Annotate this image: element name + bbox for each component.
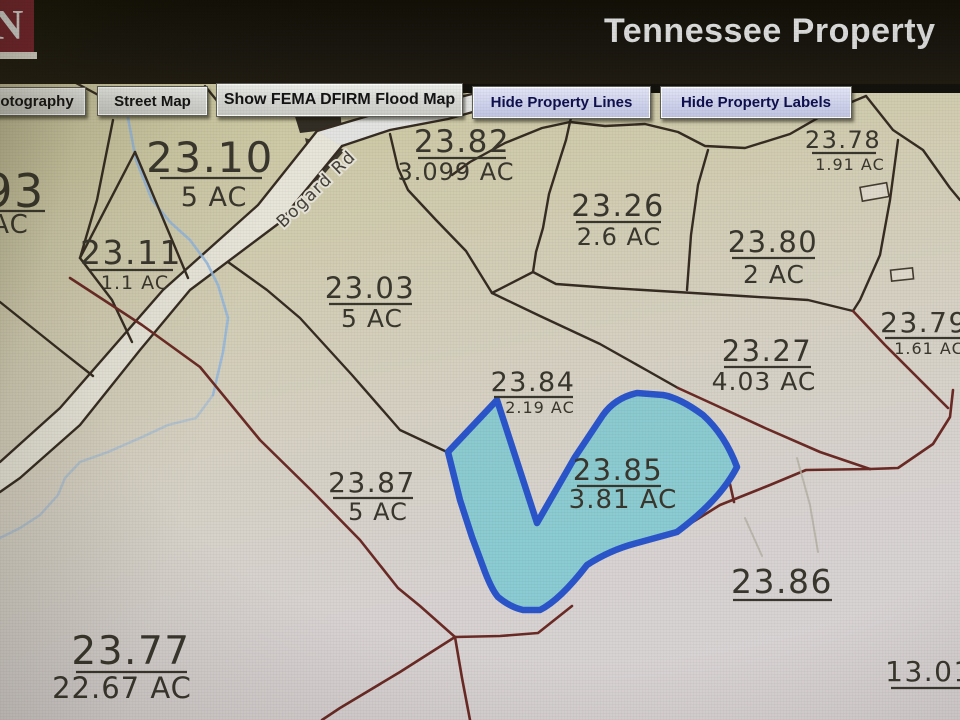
parcel-id: 23.10 bbox=[146, 133, 274, 182]
parcel-id: 23.11 bbox=[80, 233, 182, 272]
driveway-lines bbox=[744, 457, 819, 557]
highlighted-parcel-23-85[interactable] bbox=[444, 389, 741, 614]
street-map-button[interactable]: Street Map bbox=[97, 86, 208, 116]
app-header bbox=[0, 0, 960, 84]
parcel-boundaries-maroon bbox=[68, 276, 955, 720]
parcel-label-93[interactable]: 93 AC bbox=[0, 164, 45, 240]
parcel-label-23-03[interactable]: 23.03 5 AC bbox=[325, 271, 416, 333]
parcel-id: 23.80 bbox=[728, 225, 819, 259]
parcel-acreage: 5 AC bbox=[348, 498, 408, 526]
parcel-id: 93 bbox=[0, 164, 45, 218]
parcel-label-23-77[interactable]: 23.77 22.67 AC bbox=[52, 629, 192, 705]
parcel-id: 23.03 bbox=[325, 271, 416, 305]
building-footprint bbox=[889, 266, 915, 282]
parcel-boundaries-dark bbox=[0, 81, 960, 454]
parcel-id: 23.78 bbox=[805, 126, 881, 154]
parcel-id: 13.01 bbox=[885, 655, 960, 688]
parcel-id: 23.77 bbox=[71, 629, 190, 674]
parcel-id: 23.86 bbox=[731, 562, 833, 601]
parcel-label-23-82[interactable]: 23.82 3.099 AC bbox=[397, 124, 514, 186]
parcel-label-23-79[interactable]: 23.79 1.61 AC bbox=[880, 306, 960, 358]
parcel-acreage: 1.91 AC bbox=[815, 155, 885, 174]
building-footprints bbox=[859, 181, 915, 282]
parcel-id: 23.27 bbox=[722, 334, 813, 368]
parcel-acreage: 3.099 AC bbox=[397, 158, 514, 186]
tn-logo-letter: N bbox=[0, 3, 24, 49]
hide-property-labels-button[interactable]: Hide Property Labels bbox=[660, 86, 852, 119]
parcel-id: 23.84 bbox=[491, 367, 576, 398]
parcel-id: 23.82 bbox=[414, 124, 510, 160]
parcel-acreage: 1.1 AC bbox=[101, 272, 169, 294]
app-title: Tennessee Property bbox=[604, 12, 936, 50]
parcel-acreage: 4.03 AC bbox=[712, 367, 817, 396]
parcel-acreage: 2.6 AC bbox=[577, 223, 662, 251]
parcel-id: 23.79 bbox=[880, 306, 960, 339]
road-bogard bbox=[0, 86, 494, 494]
parcel-acreage: 22.67 AC bbox=[52, 671, 192, 705]
parcel-acreage: 5 AC bbox=[181, 182, 248, 213]
parcel-label-13-01[interactable]: 13.01 bbox=[885, 655, 960, 690]
building-footprint bbox=[859, 181, 890, 203]
parcel-label-23-86[interactable]: 23.86 bbox=[731, 562, 833, 602]
parcel-id: 23.85 bbox=[573, 453, 664, 487]
parcel-label-23-80[interactable]: 23.80 2 AC bbox=[728, 225, 819, 289]
parcel-label-23-78[interactable]: 23.78 1.91 AC bbox=[805, 126, 885, 174]
parcel-acreage: AC bbox=[0, 210, 29, 240]
hide-property-lines-button[interactable]: Hide Property Lines bbox=[472, 86, 651, 119]
parcel-label-23-10[interactable]: 23.10 5 AC bbox=[146, 133, 274, 213]
tn-logo: N bbox=[0, 0, 34, 52]
parcel-acreage: 1.61 AC bbox=[894, 339, 960, 358]
parcel-label-23-11[interactable]: 23.11 1.1 AC bbox=[80, 233, 182, 294]
parcel-label-23-27[interactable]: 23.27 4.03 AC bbox=[712, 334, 817, 396]
fema-flood-map-button[interactable]: Show FEMA DFIRM Flood Map bbox=[216, 83, 463, 117]
parcel-label-23-26[interactable]: 23.26 2.6 AC bbox=[571, 189, 664, 251]
parcel-id: 23.87 bbox=[328, 466, 416, 499]
parcel-label-23-85[interactable]: 23.85 3.81 AC bbox=[569, 453, 678, 515]
parcel-acreage: 5 AC bbox=[341, 304, 403, 333]
photography-button[interactable]: otography bbox=[0, 87, 86, 116]
parcel-acreage: 2 AC bbox=[743, 260, 805, 289]
parcel-acreage: 3.81 AC bbox=[569, 485, 678, 515]
parcel-id: 23.26 bbox=[571, 189, 664, 224]
parcel-label-23-87[interactable]: 23.87 5 AC bbox=[328, 466, 416, 526]
parcel-acreage: 2.19 AC bbox=[505, 398, 575, 417]
parcel-label-23-84[interactable]: 23.84 2.19 AC bbox=[491, 367, 576, 417]
tn-logo-strip bbox=[0, 52, 37, 59]
stream bbox=[0, 116, 230, 540]
